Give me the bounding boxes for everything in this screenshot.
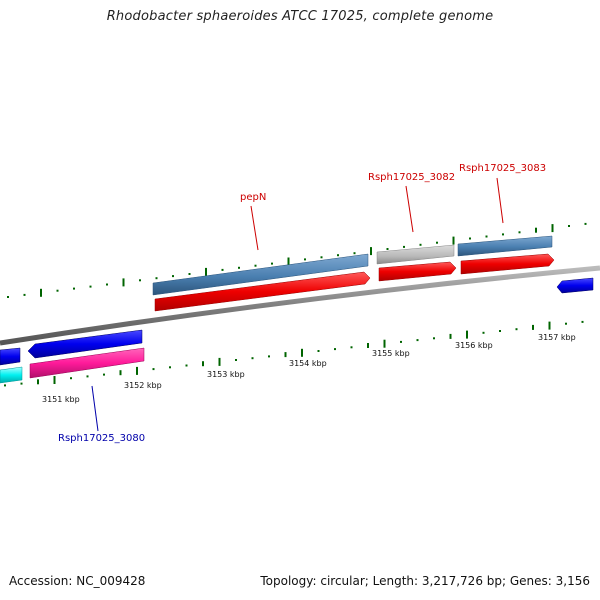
gene-bar-3082-pseudo[interactable] [376, 244, 455, 265]
tick-label-3154: 3154 kbp [289, 359, 327, 368]
label-line-3082 [405, 185, 414, 233]
tick-label-3151: 3151 kbp [42, 395, 80, 404]
gene-label-3082[interactable]: Rsph17025_3082 [368, 172, 455, 183]
gene-label-3080[interactable]: Rsph17025_3080 [58, 433, 145, 444]
label-line-pepN [250, 205, 259, 251]
cds-arrow-3082[interactable] [378, 261, 457, 282]
tick-label-3152: 3152 kbp [124, 381, 162, 390]
tick-label-3155: 3155 kbp [372, 349, 410, 358]
tick-label-3156: 3156 kbp [455, 341, 493, 350]
gene-label-3083[interactable]: Rsph17025_3083 [459, 163, 546, 174]
reverse-cds-right-edge[interactable] [556, 277, 594, 294]
reverse-cds-left-edge[interactable] [0, 347, 21, 366]
label-line-3080 [91, 385, 99, 432]
genome-summary-text: Topology: circular; Length: 3,217,726 bp… [260, 574, 590, 588]
upper-tick-track [7, 222, 587, 298]
tick-label-3157: 3157 kbp [538, 333, 576, 342]
reverse-rna-3080[interactable] [29, 347, 145, 379]
map-title: Rhodobacter sphaeroides ATCC 17025, comp… [106, 9, 494, 24]
gene-bar-3083[interactable] [457, 235, 553, 257]
label-line-3083 [496, 177, 504, 224]
tick-label-3153: 3153 kbp [207, 370, 245, 379]
accession-text: Accession: NC_009428 [9, 574, 146, 588]
cds-arrow-3083[interactable] [460, 253, 555, 275]
other-feature-left-edge[interactable] [0, 366, 23, 384]
cds-arrow-pepN[interactable] [154, 271, 371, 312]
genome-backbone [0, 265, 600, 346]
gene-label-pepN[interactable]: pepN [240, 192, 266, 203]
reverse-cds-3080[interactable] [27, 329, 143, 359]
gene-bar-pepN[interactable] [152, 253, 369, 296]
lower-tick-track [4, 320, 584, 387]
